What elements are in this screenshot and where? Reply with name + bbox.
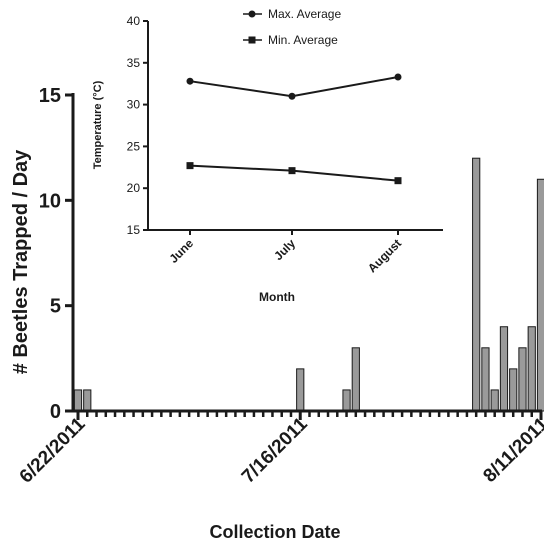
y-tick-label: 15 — [39, 85, 61, 107]
x-tick-label: 7/16/2011 — [238, 413, 312, 487]
bar — [499, 326, 509, 412]
inset-y-axis-label: Temperature (°C) — [92, 80, 104, 169]
bar — [351, 347, 360, 412]
data-point-circle — [288, 92, 296, 100]
bar — [83, 389, 92, 412]
legend-marker-square — [248, 36, 256, 44]
main-y-axis-label: # Beetles Trapped / Day — [10, 149, 32, 374]
bar — [527, 326, 536, 412]
data-point-circle — [394, 73, 402, 81]
legend-marker-circle — [248, 10, 256, 18]
bar — [472, 157, 481, 412]
bar — [518, 347, 527, 412]
y-tick-label: 0 — [50, 401, 61, 423]
main-x-axis-label: Collection Date — [209, 522, 340, 542]
inset-y-ticks: 15 20 25 30 35 40 — [127, 14, 148, 237]
bar — [73, 389, 83, 412]
inset-series — [186, 73, 402, 185]
inset-y-tick-label: 25 — [127, 139, 141, 153]
main-bars — [73, 157, 544, 412]
data-point-circle — [186, 77, 194, 85]
data-point-square — [186, 162, 194, 170]
inset-legend: Max. Average Min. Average — [243, 7, 341, 47]
inset-y-tick-label: 35 — [127, 56, 141, 70]
inset-background — [86, 8, 460, 308]
bar — [509, 368, 518, 412]
legend-label: Min. Average — [268, 33, 338, 47]
inset-x-axis-label: Month — [259, 290, 295, 304]
inset-y-tick-label: 40 — [127, 14, 141, 28]
main-x-ticks: 6/22/2011 7/16/2011 8/11/2011 — [16, 411, 544, 488]
legend-label: Max. Average — [268, 7, 341, 21]
y-tick-label: 5 — [50, 296, 61, 318]
inset-y-tick-label: 20 — [127, 181, 141, 195]
bar — [490, 389, 499, 412]
x-tick-label: 8/11/2011 — [479, 413, 544, 486]
inset-y-tick-label: 15 — [127, 223, 141, 237]
bar — [481, 347, 490, 412]
data-point-square — [288, 167, 296, 175]
data-point-square — [394, 177, 402, 185]
bar — [342, 389, 351, 412]
bar — [536, 178, 544, 412]
main-y-ticks: 0 5 10 15 — [39, 85, 73, 423]
inset-y-tick-label: 30 — [127, 98, 141, 112]
bar — [296, 368, 305, 412]
y-tick-label: 10 — [39, 190, 61, 212]
x-tick-label: 6/22/2011 — [16, 413, 90, 487]
